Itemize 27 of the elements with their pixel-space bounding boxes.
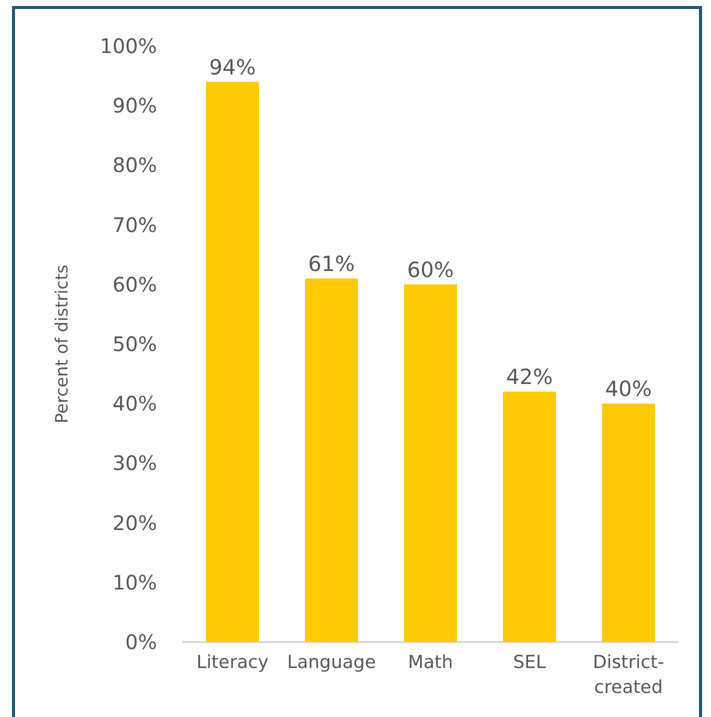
- data-label: 94%: [209, 55, 256, 80]
- y-tick-label: 40%: [112, 392, 157, 416]
- x-tick-label: Math: [408, 652, 454, 673]
- y-tick-label: 80%: [112, 153, 157, 178]
- bar: [503, 392, 556, 642]
- x-tick-label: Literacy: [196, 652, 269, 673]
- y-tick-label: 50%: [112, 332, 157, 356]
- x-tick-label: District-created: [592, 652, 664, 698]
- data-label: 60%: [407, 258, 454, 282]
- y-tick-label: 30%: [112, 451, 157, 476]
- y-tick-label: 10%: [112, 570, 157, 594]
- x-tick-label: SEL: [513, 652, 546, 673]
- data-label: 42%: [506, 365, 553, 390]
- y-tick-label: 90%: [112, 94, 157, 118]
- data-label: 61%: [308, 252, 355, 276]
- y-tick-label: 0%: [125, 630, 157, 654]
- bar: [206, 82, 259, 642]
- y-tick-label: 70%: [112, 212, 157, 237]
- data-label: 40%: [605, 377, 652, 402]
- y-tick-label: 100%: [100, 34, 157, 58]
- bar: [602, 404, 655, 642]
- bar: [404, 284, 457, 642]
- bar: [305, 278, 358, 642]
- y-axis-title: Percent of districts: [52, 264, 72, 424]
- y-tick-label: 20%: [112, 510, 157, 535]
- y-tick-label: 60%: [112, 272, 157, 296]
- x-tick-label: Language: [287, 652, 376, 673]
